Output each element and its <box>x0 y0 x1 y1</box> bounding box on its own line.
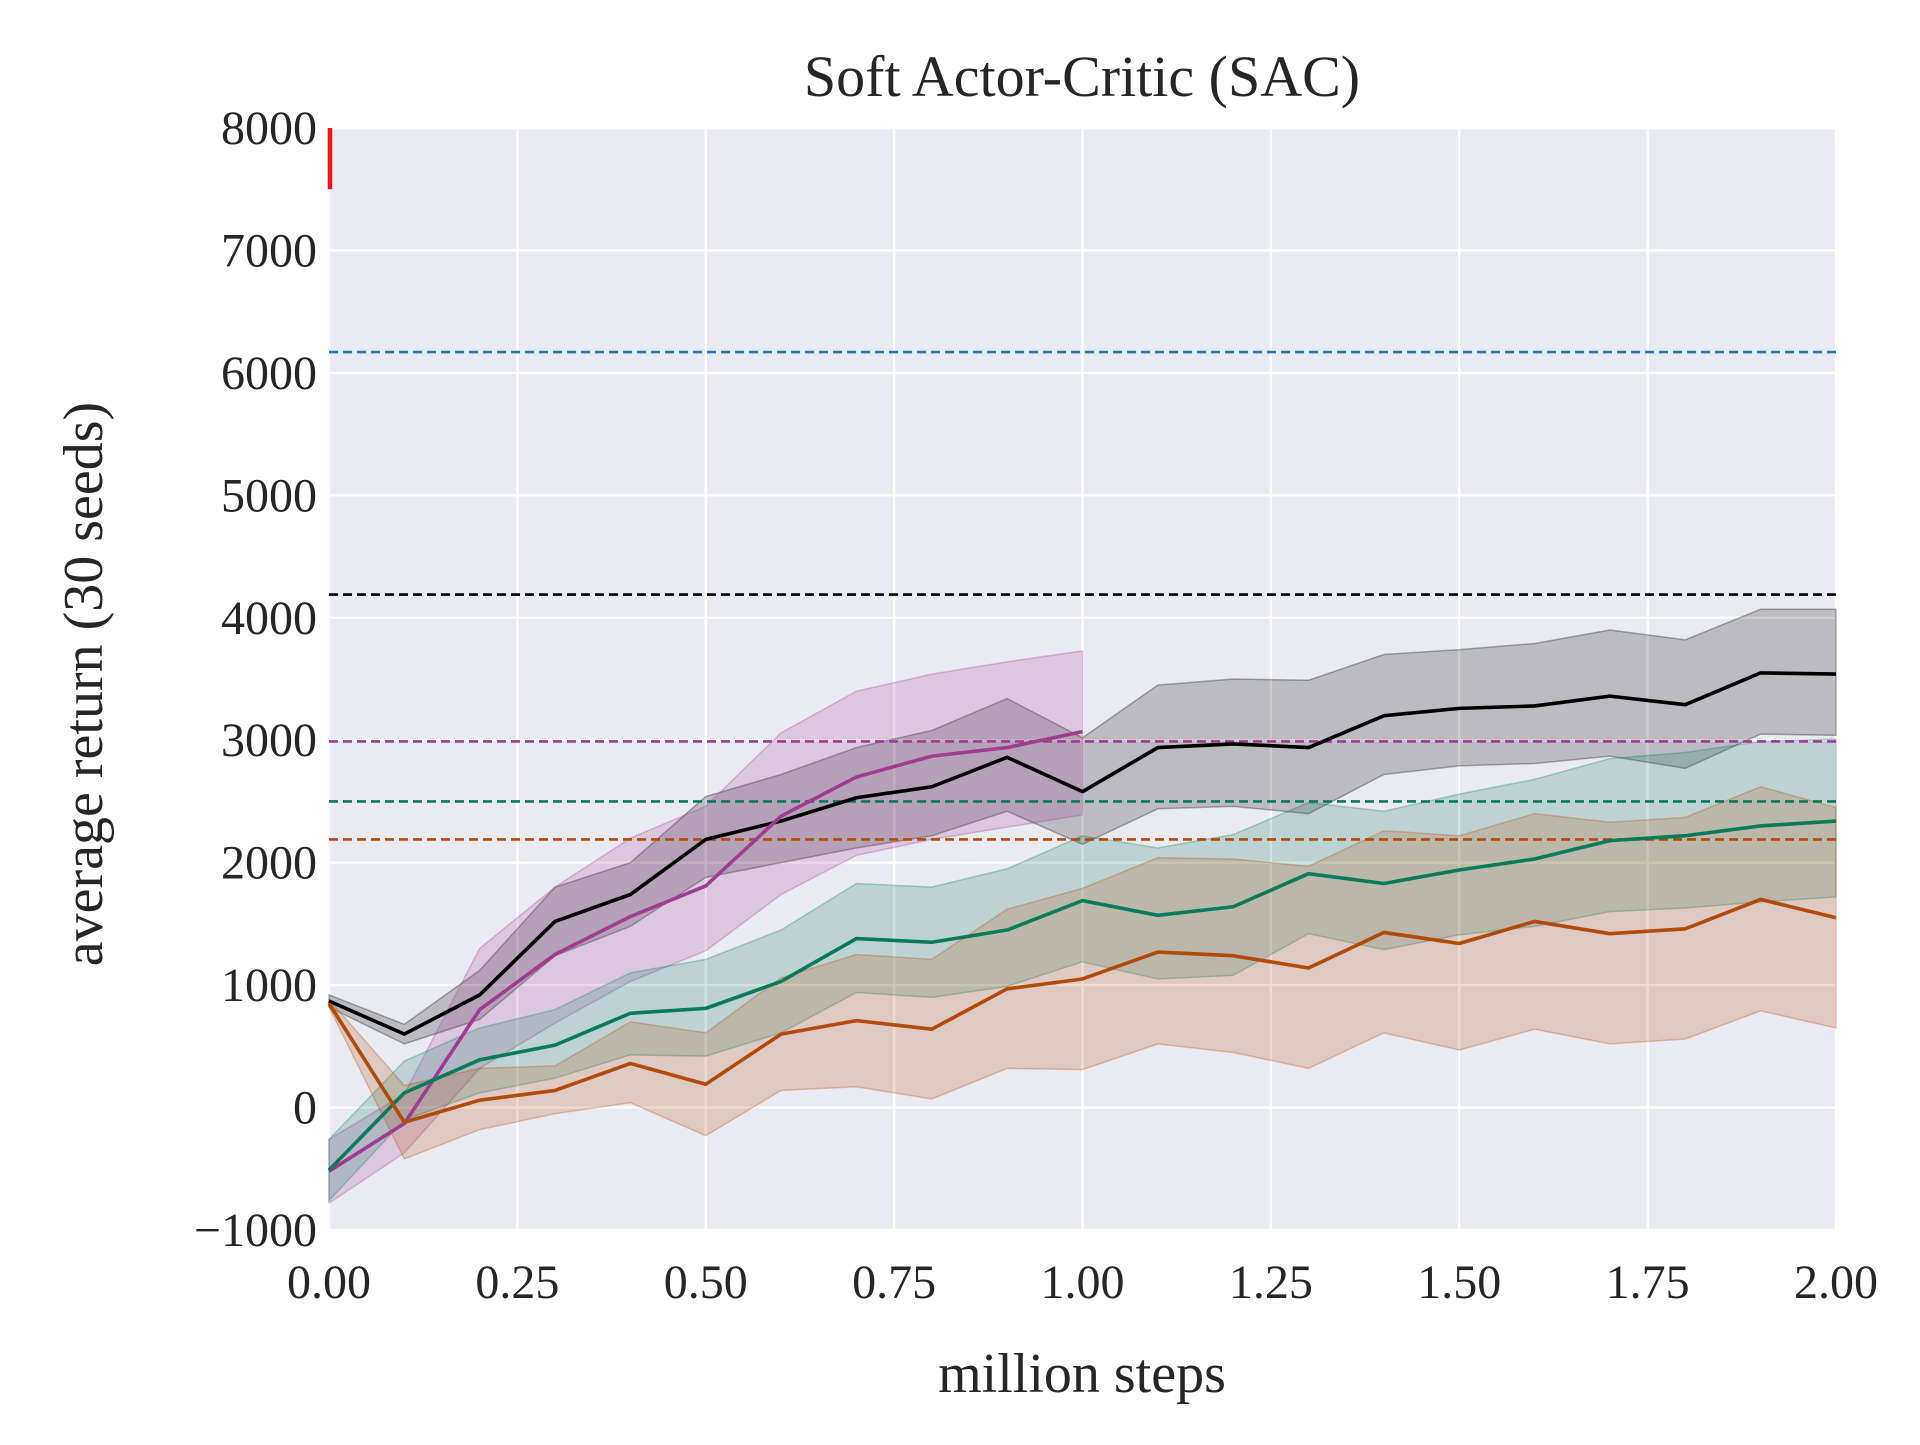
x-tick-label: 0.25 <box>475 1256 559 1309</box>
tick-labels: 0.00 0.25 0.50 0.75 1.00 1.25 1.50 1.75 2.00 −100… <box>194 102 1878 1309</box>
y-tick-label: 2000 <box>221 837 317 890</box>
y-tick-label: 4000 <box>221 592 317 645</box>
x-tick-label: 2.00 <box>1794 1256 1878 1309</box>
y-axis-label: average return (30 seeds) <box>53 402 115 966</box>
confidence-bands <box>328 608 1837 1205</box>
y-tick-label: 7000 <box>221 224 317 277</box>
x-tick-label: 1.25 <box>1229 1256 1313 1309</box>
y-tick-label: 3000 <box>221 714 317 767</box>
confidence-band-4 <box>328 785 1837 1160</box>
y-tick-label: 5000 <box>221 469 317 522</box>
x-tick-label: 1.75 <box>1606 1256 1690 1309</box>
series-line-2 <box>328 729 1083 1173</box>
x-tick-label: 0.00 <box>287 1256 371 1309</box>
confidence-band-1 <box>328 608 1837 1045</box>
x-tick-label: 0.50 <box>664 1256 748 1309</box>
grid <box>327 126 1838 1232</box>
series-line-3 <box>327 819 1837 1172</box>
y-tick-label: −1000 <box>194 1204 317 1257</box>
chart-title: Soft Actor-Critic (SAC) <box>804 44 1360 109</box>
x-tick-label: 0.75 <box>852 1256 936 1309</box>
series-line-1 <box>328 671 1837 1036</box>
y-tick-label: 8000 <box>221 102 317 155</box>
y-tick-label: 0 <box>293 1082 317 1135</box>
x-tick-label: 1.50 <box>1417 1256 1501 1309</box>
x-tick-label: 1.00 <box>1041 1256 1125 1309</box>
series-line-4 <box>327 897 1837 1125</box>
y-tick-label: 1000 <box>221 959 317 1012</box>
y-tick-label: 6000 <box>221 347 317 400</box>
x-axis-label: million steps <box>938 1343 1226 1405</box>
confidence-band-2 <box>328 649 1084 1205</box>
series-lines <box>327 671 1837 1173</box>
